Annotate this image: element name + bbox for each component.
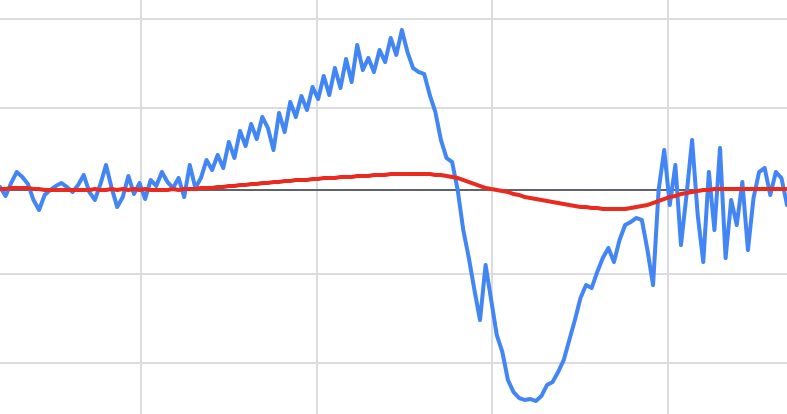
series-line-red-series xyxy=(0,172,787,211)
series-line-blue-series xyxy=(0,28,787,403)
vertical-gridlines xyxy=(140,0,669,414)
data-series-group xyxy=(0,28,787,403)
horizontal-gridlines xyxy=(0,18,787,364)
